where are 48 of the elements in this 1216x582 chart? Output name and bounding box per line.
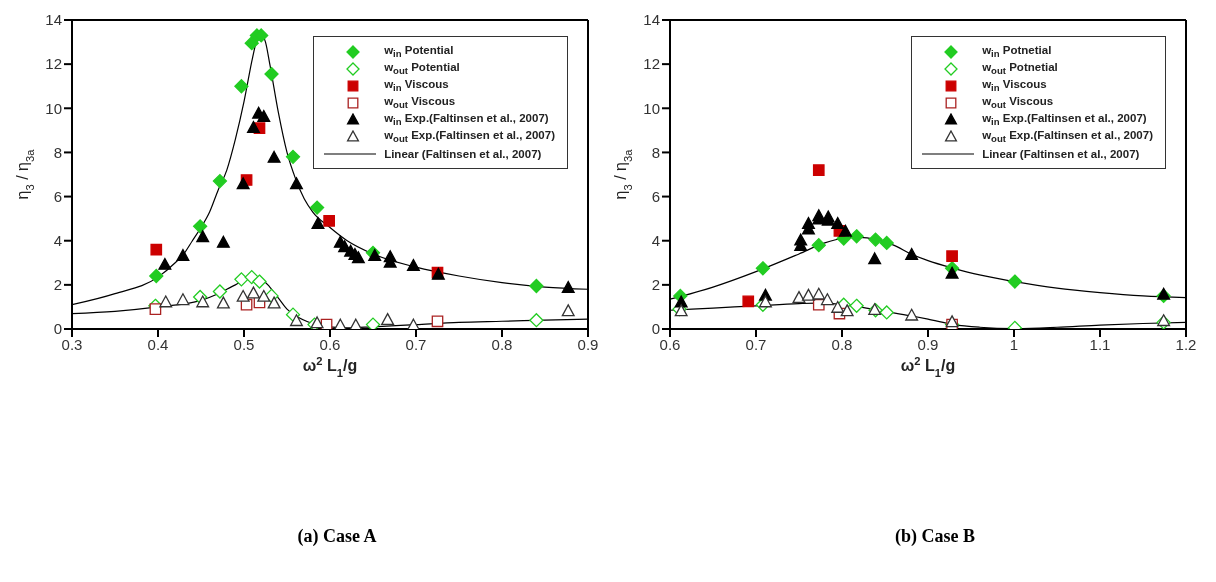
y-tick-label: 0	[651, 320, 660, 338]
y-tick-label: 14	[45, 11, 62, 29]
legend-label: Linear (Faltinsen et al., 2007)	[384, 147, 542, 160]
x-tick-label: 0.7	[405, 335, 427, 353]
legend-label: w$_{out}$ Exp.(Faltinsen et al., 2007)	[384, 128, 555, 145]
legend-label: w$_{in}$ Potential	[384, 43, 454, 60]
y-tick-label: 2	[651, 276, 660, 294]
x-axis-title: ω$^{2}$ L$_{1}$/g	[302, 355, 358, 379]
legend-label: w$_{in}$ Exp.(Faltinsen et al., 2007)	[384, 111, 549, 128]
legend-label: w$_{in}$ Potnetial	[982, 43, 1052, 60]
y-tick-label: 0	[53, 320, 62, 338]
x-axis-title: ω$^{2}$ L$_{1}$/g	[900, 355, 956, 379]
legend-label: w$_{in}$ Viscous	[384, 77, 449, 94]
x-tick-label: 0.5	[233, 335, 255, 353]
y-tick-label: 10	[45, 99, 62, 117]
legend-label: w$_{out}$ Exp.(Faltinsen et al., 2007)	[982, 128, 1153, 145]
legend-label: w$_{out}$ Viscous	[982, 94, 1054, 111]
x-tick-label: 0.6	[659, 335, 681, 353]
legend-label: w$_{in}$ Exp.(Faltinsen et al., 2007)	[982, 111, 1147, 128]
x-tick-label: 0.7	[745, 335, 767, 353]
y-tick-label: 6	[53, 187, 62, 205]
legend-label: w$_{out}$ Potnetial	[982, 60, 1058, 77]
y-tick-label: 2	[53, 276, 62, 294]
x-tick-label: 0.8	[491, 335, 513, 353]
x-tick-label: 0.8	[831, 335, 853, 353]
y-tick-label: 12	[45, 55, 62, 73]
legend-label: w$_{out}$ Viscous	[384, 94, 456, 111]
legend-label: w$_{in}$ Viscous	[982, 77, 1047, 94]
text: (a) Case A	[296, 526, 378, 547]
x-tick-label: 0.6	[319, 335, 341, 353]
y-tick-label: 4	[651, 232, 660, 250]
y-tick-label: 4	[53, 232, 62, 250]
x-tick-label: 0.3	[61, 335, 83, 353]
x-tick-label: 0.9	[917, 335, 939, 353]
y-tick-label: 8	[651, 143, 660, 161]
legend-label: w$_{out}$ Potential	[384, 60, 460, 77]
x-tick-label: 1.1	[1089, 335, 1111, 353]
x-tick-label: 0.9	[577, 335, 599, 353]
y-tick-label: 8	[53, 143, 62, 161]
text: (b) Case B	[894, 526, 976, 547]
x-tick-label: 1	[1009, 335, 1019, 353]
legend-label: Linear (Faltinsen et al., 2007)	[982, 147, 1140, 160]
y-tick-label: 6	[651, 187, 660, 205]
y-tick-label: 12	[643, 55, 660, 73]
y-tick-label: 14	[643, 11, 660, 29]
x-tick-label: 0.4	[147, 335, 169, 353]
x-tick-label: 1.2	[1175, 335, 1197, 353]
y-tick-label: 10	[643, 99, 660, 117]
